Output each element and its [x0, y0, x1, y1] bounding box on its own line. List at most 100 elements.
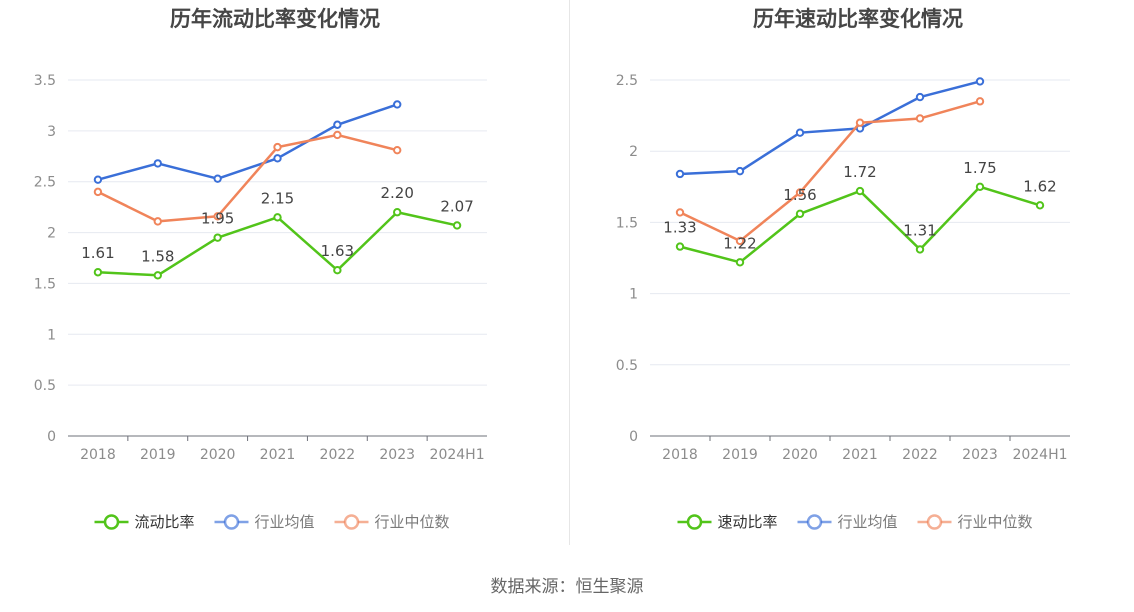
- data-label: 1.62: [1023, 177, 1056, 195]
- data-point: [735, 258, 745, 267]
- data-point: [855, 118, 865, 127]
- legend-item[interactable]: 行业中位数: [334, 513, 450, 531]
- data-label: 1.33: [663, 219, 696, 237]
- legend-swatch-marker: [806, 514, 823, 530]
- data-point: [93, 175, 103, 184]
- data-point: [333, 120, 342, 129]
- legend-swatch-marker: [686, 514, 703, 530]
- data-point: [975, 77, 985, 86]
- x-tick-label: 2024H1: [430, 447, 485, 463]
- series-line: [679, 100, 981, 243]
- legend-label: 行业中位数: [375, 513, 450, 531]
- x-tick-label: 2023: [379, 447, 415, 463]
- data-label: 1.72: [843, 163, 876, 181]
- legend-label: 流动比率: [135, 513, 195, 531]
- data-point: [213, 212, 222, 221]
- x-tick-label: 2022: [902, 447, 938, 463]
- data-point: [333, 266, 342, 275]
- data-point: [393, 208, 402, 217]
- y-tick-label: 1.5: [616, 215, 638, 231]
- legend-label: 行业中位数: [958, 513, 1033, 531]
- data-point: [93, 187, 103, 197]
- data-point: [273, 213, 282, 222]
- series-line: [97, 103, 398, 181]
- data-label: 1.22: [723, 234, 756, 252]
- series-line: [97, 133, 398, 223]
- legend-item[interactable]: 行业均值: [797, 513, 898, 531]
- y-tick-label: 2.5: [616, 73, 638, 89]
- data-point: [393, 145, 402, 155]
- data-point: [915, 245, 925, 254]
- x-tick-label: 2020: [200, 447, 236, 463]
- data-point: [1035, 201, 1045, 210]
- legend-swatch-marker: [223, 514, 240, 530]
- legend-item[interactable]: 流动比率: [94, 513, 195, 531]
- legend-item[interactable]: 行业中位数: [917, 513, 1033, 531]
- data-label: 1.75: [963, 159, 996, 177]
- data-label: 1.31: [903, 221, 936, 239]
- data-point: [735, 166, 745, 176]
- x-tick-label: 2018: [662, 447, 698, 463]
- data-source-note: 数据来源：恒生聚源: [490, 577, 644, 597]
- x-tick-label: 2021: [842, 447, 878, 463]
- x-tick-label: 2023: [962, 447, 998, 463]
- legend-swatch-marker: [103, 514, 120, 530]
- data-point: [915, 114, 925, 123]
- y-tick-label: 1: [629, 287, 638, 303]
- data-point: [153, 271, 162, 280]
- legend-item[interactable]: 行业均值: [214, 513, 315, 531]
- data-point: [975, 97, 985, 106]
- data-point: [675, 169, 685, 179]
- legend-label: 速动比率: [718, 513, 778, 531]
- legend-label: 行业均值: [255, 513, 315, 531]
- x-tick-label: 2021: [260, 447, 296, 463]
- data-point: [795, 188, 805, 197]
- data-label: 1.61: [81, 244, 114, 262]
- data-point: [393, 100, 402, 109]
- x-tick-label: 2018: [80, 447, 116, 463]
- y-tick-label: 3: [47, 124, 56, 140]
- x-tick-label: 2020: [782, 447, 818, 463]
- y-tick-label: 2: [47, 226, 56, 242]
- legend-item[interactable]: 速动比率: [677, 513, 778, 531]
- data-point: [735, 236, 745, 246]
- data-label: 2.07: [440, 197, 473, 215]
- x-tick-label: 2022: [320, 447, 356, 463]
- x-tick-label: 2019: [722, 447, 758, 463]
- data-point: [93, 268, 103, 277]
- data-point: [273, 154, 282, 163]
- data-point: [675, 208, 685, 217]
- current-ratio-chart-panel: 历年流动比率变化情况 0 0.5 1 1.5 2 2.5 3 3.5 2018 2019 2020 20…: [0, 0, 567, 560]
- data-label: 2.20: [381, 184, 414, 202]
- panel-divider: [569, 0, 570, 545]
- data-point: [855, 186, 865, 196]
- data-point: [213, 233, 222, 242]
- data-label: 1.56: [783, 186, 816, 204]
- data-point: [915, 92, 925, 102]
- data-point: [213, 174, 222, 183]
- y-tick-label: 1.5: [34, 276, 56, 292]
- data-label: 2.15: [261, 189, 294, 207]
- quick-ratio-chart: 历年速动比率变化情况 0 0.5 1 1.5 2 2.5 2018 2019 2020 2021 20…: [616, 7, 1070, 531]
- legend-swatch-marker: [926, 514, 943, 530]
- current-ratio-chart: 历年流动比率变化情况 0 0.5 1 1.5 2 2.5 3 3.5 2018 2019 2020 20…: [34, 7, 487, 531]
- chart-title: 历年速动比率变化情况: [753, 7, 963, 31]
- legend-label: 行业均值: [838, 513, 898, 531]
- quick-ratio-chart-panel: 历年速动比率变化情况 0 0.5 1 1.5 2 2.5 2018 2019 2020 2021 20…: [567, 0, 1134, 560]
- y-tick-label: 2: [629, 144, 638, 160]
- data-point: [153, 159, 162, 168]
- data-point: [273, 142, 282, 152]
- data-label: 1.95: [201, 210, 234, 228]
- data-label: 1.63: [321, 242, 354, 260]
- y-tick-label: 0.5: [34, 378, 56, 394]
- chart-title: 历年流动比率变化情况: [170, 7, 380, 31]
- series-line: [97, 210, 458, 277]
- y-tick-label: 0.5: [616, 358, 638, 374]
- y-tick-label: 3.5: [34, 73, 56, 89]
- data-point: [795, 128, 805, 137]
- series-line: [679, 80, 981, 176]
- y-tick-label: 2.5: [34, 175, 56, 191]
- y-tick-label: 0: [629, 429, 638, 445]
- data-point: [975, 182, 985, 192]
- data-point: [452, 221, 462, 230]
